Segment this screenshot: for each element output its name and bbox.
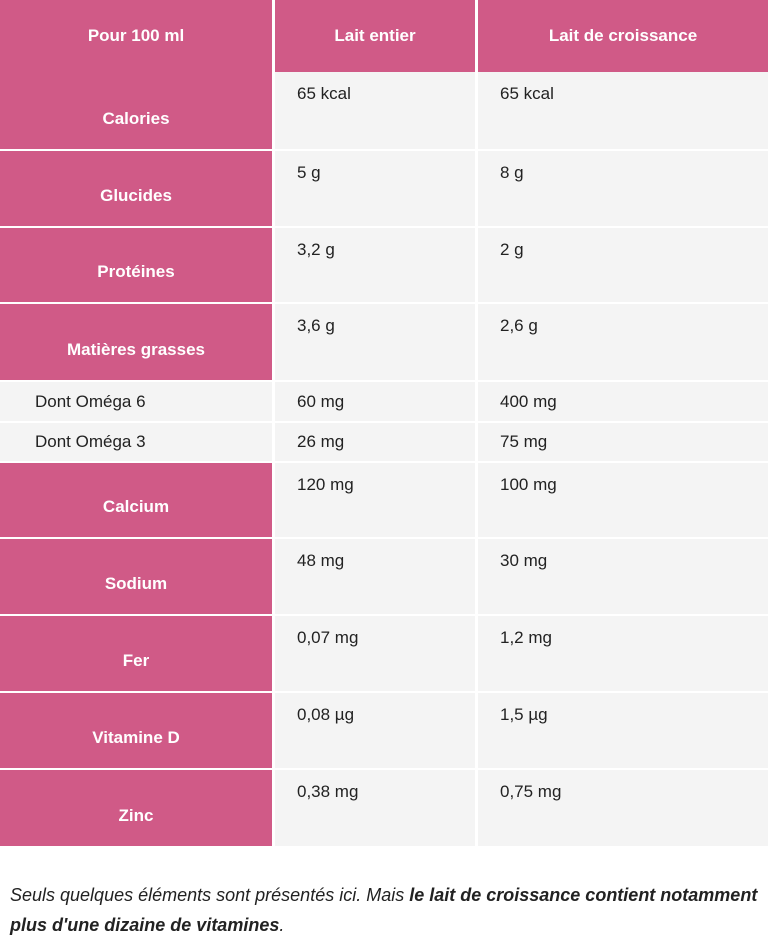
value-cell: 2 g: [478, 228, 768, 302]
value-cell: 3,2 g: [275, 228, 475, 302]
value-cell: 0,75 mg: [478, 770, 768, 846]
row-label: Calcium: [0, 463, 272, 537]
row-label: Protéines: [0, 228, 272, 302]
footnote: Seuls quelques éléments sont présentés i…: [10, 880, 760, 940]
value-cell: 100 mg: [478, 463, 768, 537]
value-cell: 5 g: [275, 151, 475, 226]
value-cell: 2,6 g: [478, 304, 768, 380]
value-cell: 120 mg: [275, 463, 475, 537]
value-cell: 75 mg: [478, 423, 768, 461]
value-cell: 26 mg: [275, 423, 475, 461]
row-label: Glucides: [0, 151, 272, 226]
footnote-bold: le lait de croissance contient notamment…: [10, 885, 758, 935]
value-cell: 8 g: [478, 151, 768, 226]
row-label: Dont Oméga 3: [0, 423, 272, 461]
row-label: Fer: [0, 616, 272, 691]
header-cell: Pour 100 ml: [0, 0, 272, 72]
value-cell: 3,6 g: [275, 304, 475, 380]
value-cell: 0,07 mg: [275, 616, 475, 691]
value-cell: 30 mg: [478, 539, 768, 614]
row-label: Dont Oméga 6: [0, 382, 272, 421]
value-cell: 1,5 µg: [478, 693, 768, 768]
header-cell: Lait de croissance: [478, 0, 768, 72]
value-cell: 48 mg: [275, 539, 475, 614]
value-cell: 65 kcal: [478, 72, 768, 149]
row-label: Calories: [0, 72, 272, 149]
value-cell: 60 mg: [275, 382, 475, 421]
footnote-text: Seuls quelques éléments sont présentés i…: [10, 885, 410, 905]
row-label: Zinc: [0, 770, 272, 846]
value-cell: 0,08 µg: [275, 693, 475, 768]
footnote-text: .: [279, 915, 285, 935]
value-cell: 0,38 mg: [275, 770, 475, 846]
header-cell: Lait entier: [275, 0, 475, 72]
row-label: Sodium: [0, 539, 272, 614]
value-cell: 1,2 mg: [478, 616, 768, 691]
row-label: Matières grasses: [0, 304, 272, 380]
row-label: Vitamine D: [0, 693, 272, 768]
value-cell: 400 mg: [478, 382, 768, 421]
value-cell: 65 kcal: [275, 72, 475, 149]
